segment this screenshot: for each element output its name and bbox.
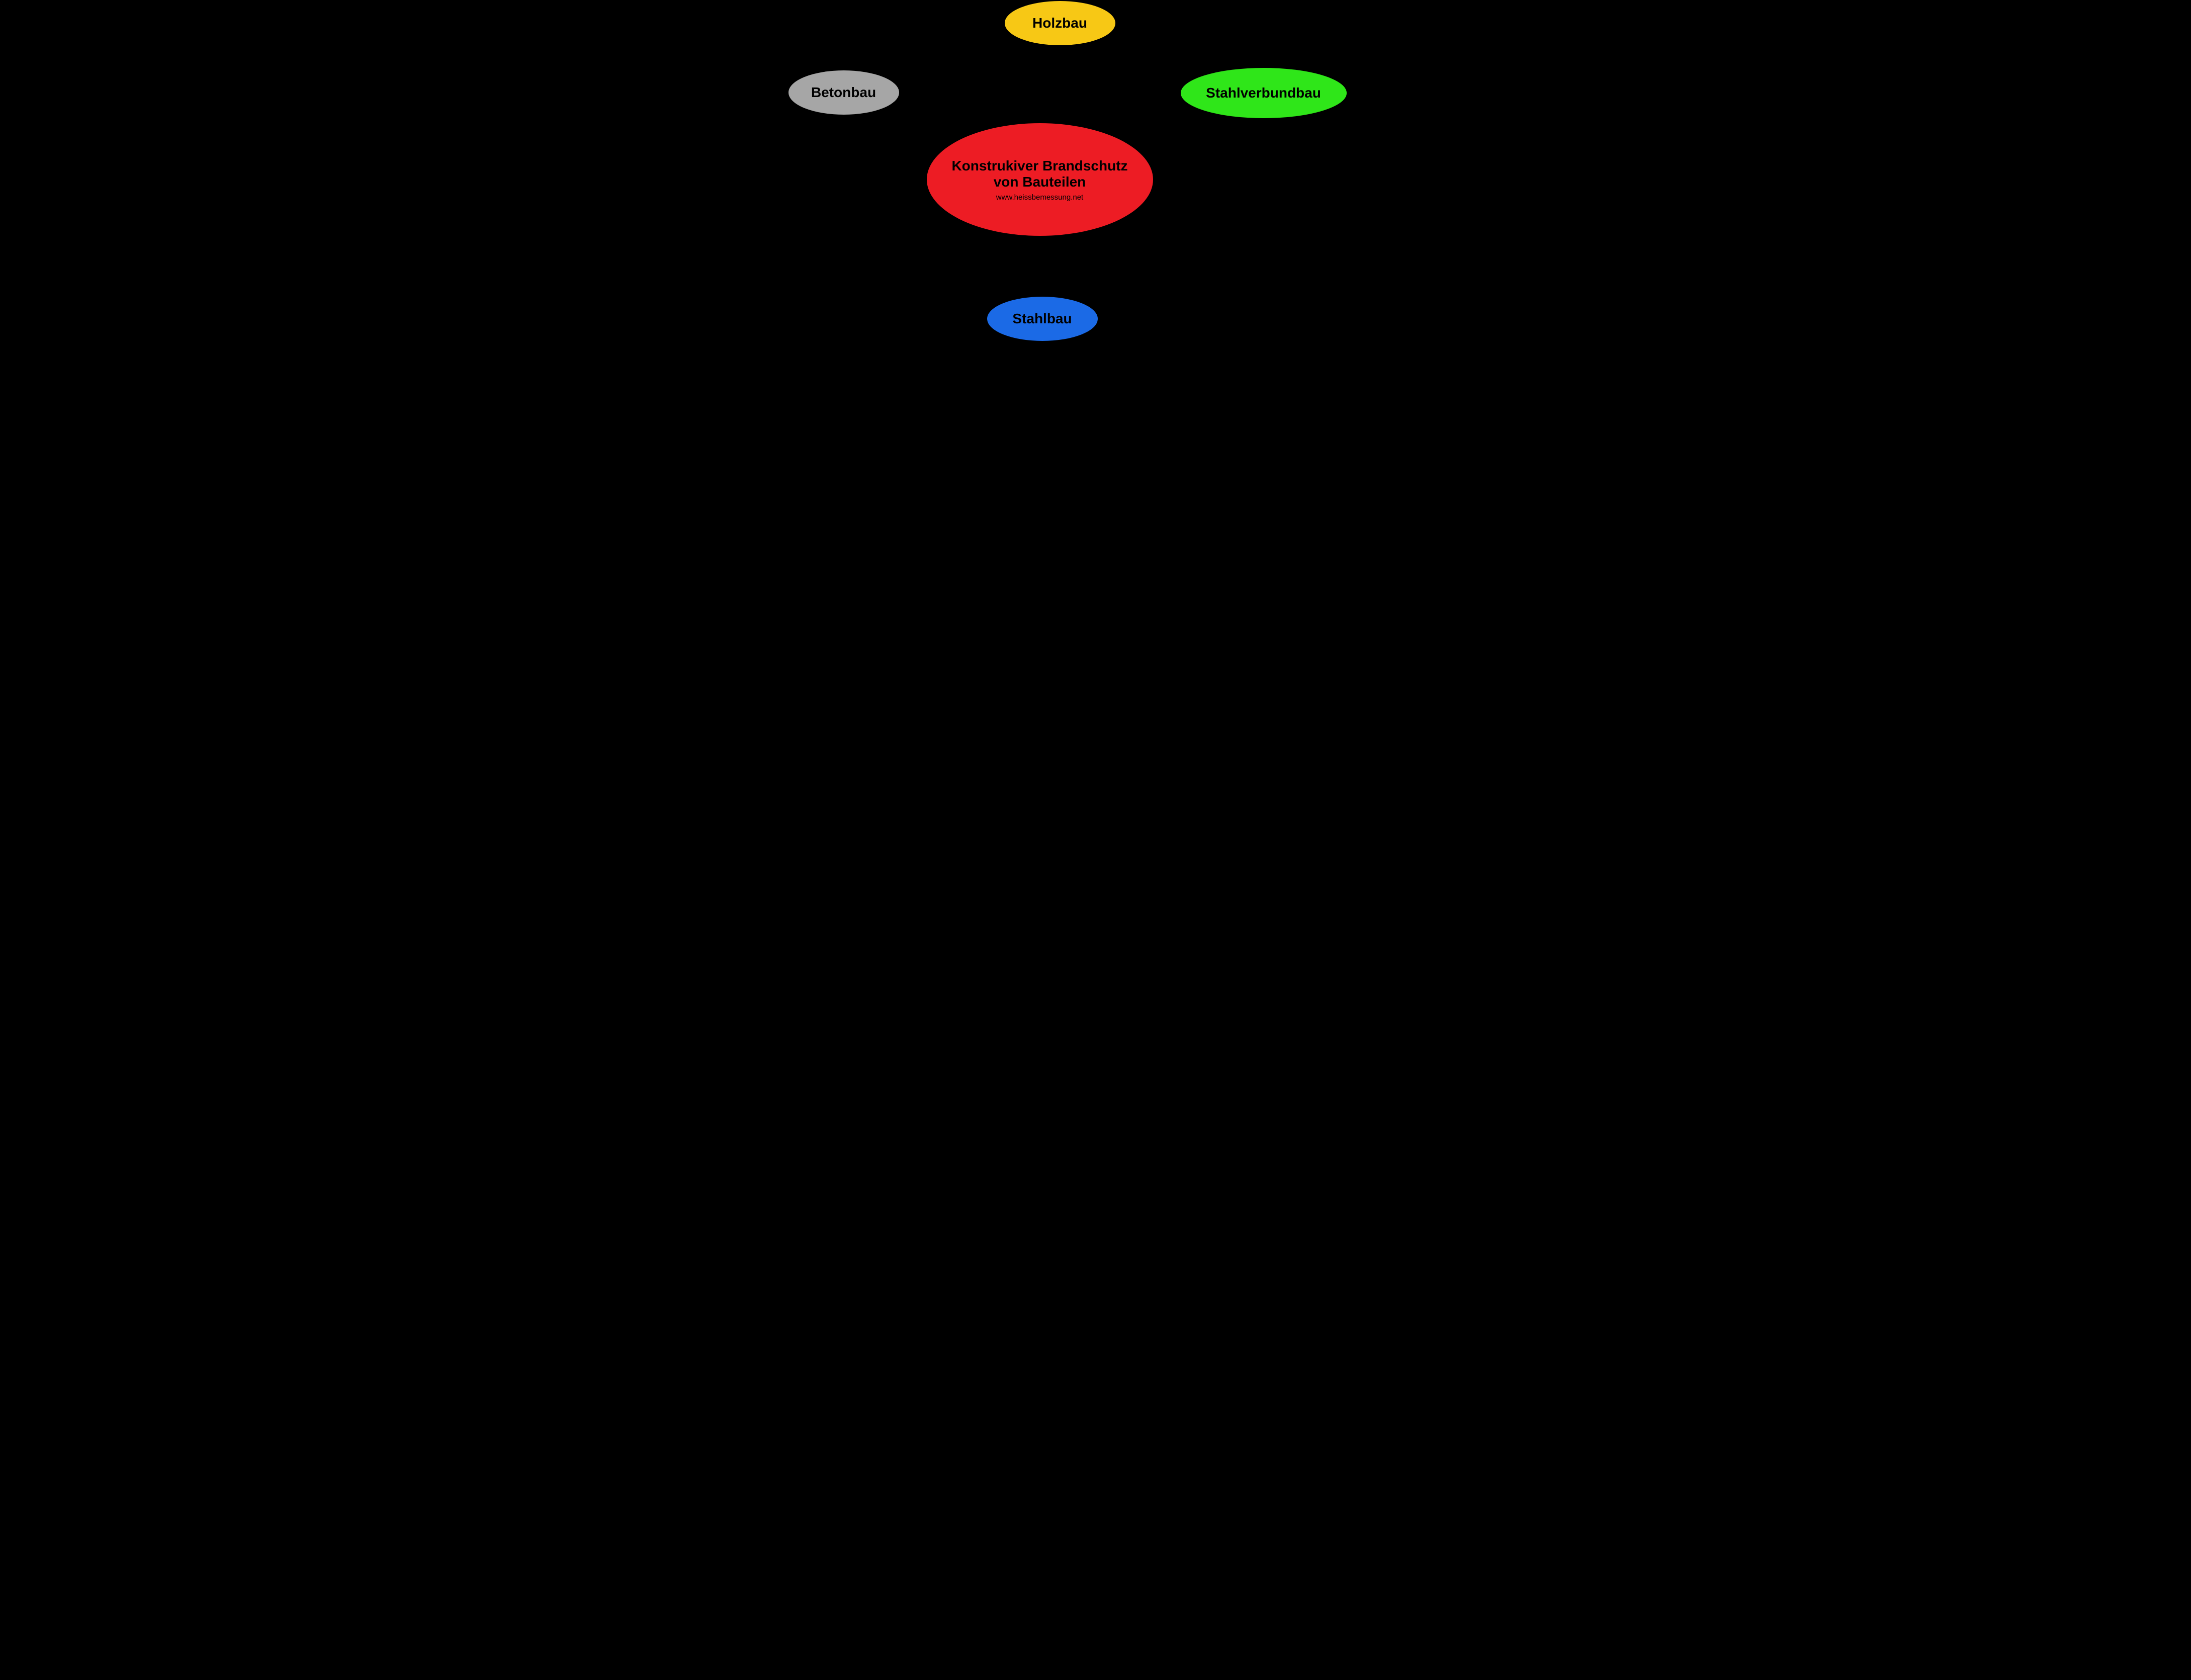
node-stahlverbundbau: Stahlverbundbau	[1181, 68, 1347, 118]
node-stahlverbundbau-label: Stahlverbundbau	[1206, 85, 1321, 101]
node-betonbau: Betonbau	[788, 70, 899, 115]
node-center: Konstrukiver Brandschutz von Bauteilen w…	[927, 123, 1153, 236]
diagram-canvas: Konstrukiver Brandschutz von Bauteilen w…	[783, 0, 1408, 479]
node-holzbau-label: Holzbau	[1032, 15, 1087, 31]
node-stahlbau-label: Stahlbau	[1012, 311, 1072, 327]
node-center-title-line2: von Bauteilen	[994, 174, 1086, 190]
node-stahlbau: Stahlbau	[987, 297, 1098, 341]
node-center-title-line1: Konstrukiver Brandschutz	[951, 158, 1127, 174]
node-betonbau-label: Betonbau	[811, 84, 876, 101]
node-center-subtitle: www.heissbemessung.net	[996, 193, 1083, 202]
node-holzbau: Holzbau	[1005, 1, 1115, 45]
